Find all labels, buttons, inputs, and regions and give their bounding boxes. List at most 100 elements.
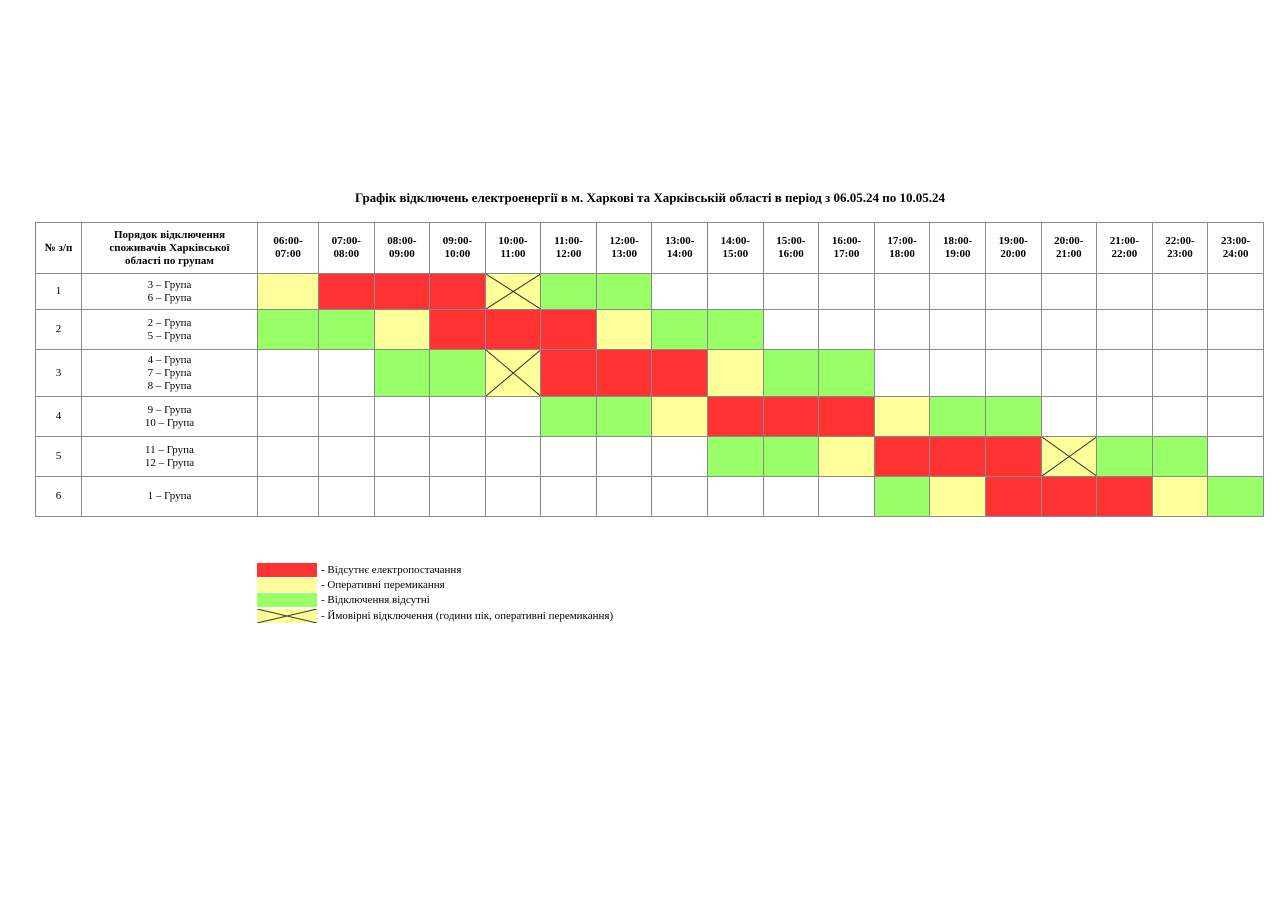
hour-cell — [1040, 396, 1098, 437]
text-line: 2 – Група — [147, 316, 192, 329]
hour-cell — [707, 476, 764, 517]
hour-cell — [873, 273, 931, 310]
hour-cell — [873, 349, 931, 397]
row-groups: 3 – Група 6 – Група — [81, 273, 258, 310]
text-line: 11:00 — [500, 248, 526, 260]
number-header: № з/п — [35, 222, 82, 274]
legend-label: - Відсутнє електропостачання — [321, 563, 462, 576]
legend: - Відсутнє електропостачання - Оперативні… — [257, 562, 613, 623]
schedule-table: № з/п Порядок відключення споживачів Харкі… — [35, 222, 1264, 517]
hour-cell — [1096, 396, 1153, 437]
hour-header: 19:00- 20:00 — [984, 222, 1042, 274]
hour-cell — [595, 476, 653, 517]
hour-cell — [984, 309, 1042, 350]
row: 6 1 – Група — [35, 476, 1264, 517]
hour-cell — [1207, 309, 1264, 350]
hour-cell — [484, 349, 542, 397]
hour-cell — [595, 436, 653, 477]
text-line: 8 – Група — [147, 379, 192, 392]
text-line: 06:00- — [273, 235, 303, 247]
hour-cell — [595, 349, 653, 397]
text-line: 17:00 — [833, 248, 860, 260]
hour-cell — [651, 349, 709, 397]
hour-header: 20:00- 21:00 — [1040, 222, 1098, 274]
row-number: 2 — [35, 309, 82, 350]
row-number: 6 — [35, 476, 82, 517]
hour-cell — [318, 476, 375, 517]
hour-cell — [929, 309, 986, 350]
groups-header: Порядок відключення споживачів Харківсько… — [81, 222, 258, 274]
hour-cell — [707, 396, 764, 437]
text-line: 23:00- — [1220, 235, 1251, 247]
hour-header: 11:00- 12:00 — [540, 222, 597, 274]
hour-cell — [257, 309, 319, 350]
legend-label: - Відключення відсутні — [321, 594, 430, 607]
text-line: 14:00- — [720, 235, 750, 247]
hour-cell — [318, 309, 375, 350]
hour-cell — [818, 396, 875, 437]
hour-header: 09:00- 10:00 — [429, 222, 486, 274]
text-line: 23:00 — [1167, 248, 1193, 260]
text-line: 10 – Група — [144, 416, 195, 429]
hour-cell — [318, 273, 375, 310]
hour-header: 22:00- 23:00 — [1151, 222, 1209, 274]
text-line: 20:00 — [1000, 248, 1027, 260]
hour-cell — [1096, 273, 1153, 310]
hour-cell — [595, 396, 653, 437]
hour-cell — [762, 436, 820, 477]
hour-cell — [984, 273, 1042, 310]
legend-swatch — [257, 562, 317, 577]
hour-cell — [540, 309, 597, 350]
text-line: 4 – Група — [147, 353, 192, 366]
text-line: 16:00 — [778, 248, 804, 260]
text-line: споживачів Харківської — [109, 241, 230, 254]
hour-cell — [707, 349, 764, 397]
hour-cell — [373, 349, 431, 397]
text-line: 24:00 — [1222, 248, 1249, 260]
hour-cell — [1096, 309, 1153, 350]
hour-cell — [1096, 349, 1153, 397]
hour-cell — [651, 309, 709, 350]
hour-cell — [429, 273, 486, 310]
hour-cell — [651, 436, 709, 477]
text-line: 3 – Група — [147, 278, 192, 291]
cross — [486, 274, 541, 309]
legend-swatch — [257, 593, 317, 608]
text-line: 18:00 — [889, 248, 915, 260]
hour-cell — [540, 349, 597, 397]
row-groups: 1 – Група — [81, 476, 258, 517]
legend-item: - Відсутнє електропостачання — [257, 562, 613, 577]
text-line: 13:00- — [665, 235, 695, 247]
hour-cell — [762, 273, 820, 310]
hour-cell — [651, 273, 709, 310]
text-line: 11 – Група — [145, 443, 194, 456]
text-line: 12 – Група — [144, 456, 195, 469]
hour-cell — [595, 309, 653, 350]
hour-cell — [1040, 436, 1098, 477]
hour-header: 10:00- 11:00 — [484, 222, 542, 274]
text-line: 14:00 — [666, 248, 693, 260]
text-line: 07:00- — [331, 235, 361, 247]
text-line: 10:00 — [444, 248, 471, 260]
hour-cell — [873, 476, 931, 517]
hour-cell — [429, 309, 486, 350]
text-line: 13:00 — [611, 248, 638, 260]
text-line: 07:00 — [275, 248, 301, 260]
text-line: 22:00 — [1111, 248, 1138, 260]
row-groups: 2 – Група 5 – Група — [81, 309, 258, 350]
hour-header: 23:00- 24:00 — [1207, 222, 1264, 274]
hour-cell — [540, 476, 597, 517]
hour-cell — [373, 309, 431, 350]
hour-header: 21:00- 22:00 — [1096, 222, 1153, 274]
hour-cell — [257, 349, 319, 397]
hour-header: 17:00- 18:00 — [873, 222, 931, 274]
hour-cell — [540, 436, 597, 477]
hour-cell — [651, 396, 709, 437]
hour-cell — [929, 273, 986, 310]
hour-cell — [318, 396, 375, 437]
text-line: 19:00- — [998, 235, 1028, 247]
legend-label: - Оперативні перемикання — [321, 578, 445, 591]
hour-cell — [1040, 273, 1098, 310]
text-line: 12:00 — [555, 248, 582, 260]
